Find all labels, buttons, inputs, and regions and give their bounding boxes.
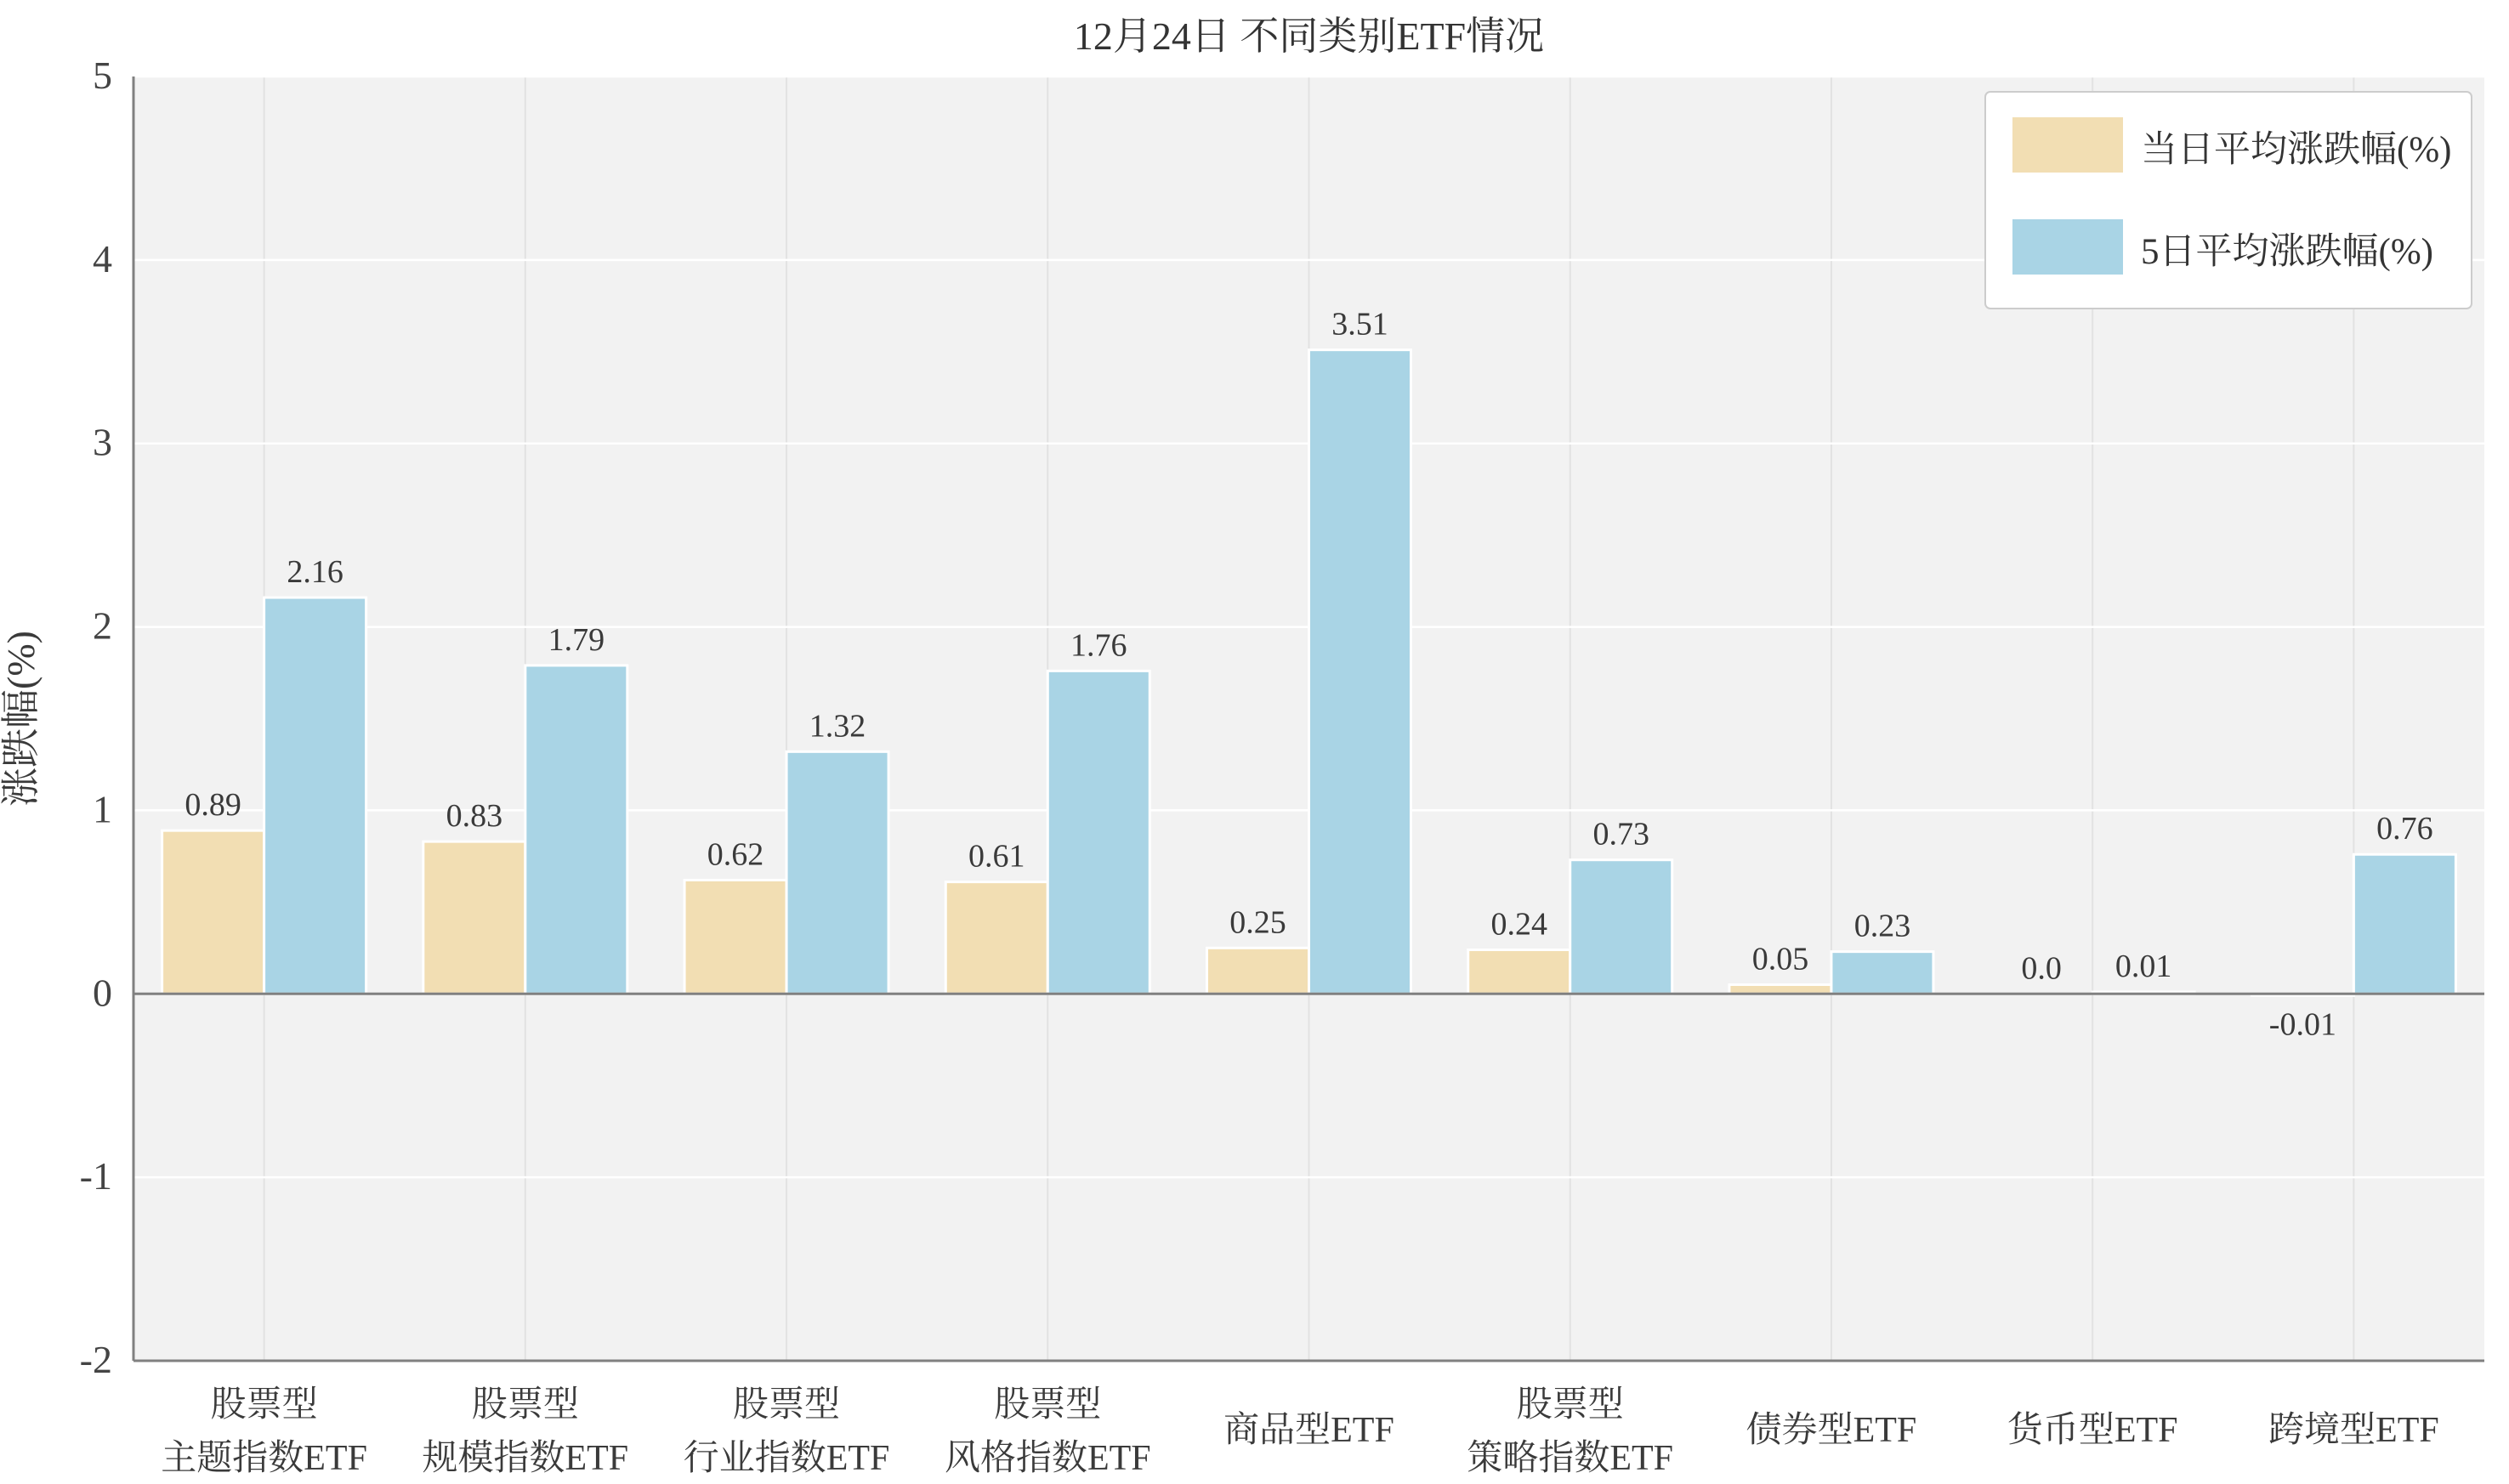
svg-text:0.73: 0.73: [1592, 817, 1649, 852]
svg-text:0.23: 0.23: [1854, 909, 1911, 944]
svg-text:股票型: 股票型: [733, 1385, 840, 1425]
svg-text:股票型: 股票型: [211, 1385, 318, 1425]
svg-text:4: 4: [93, 237, 112, 280]
svg-text:0.89: 0.89: [184, 787, 241, 823]
svg-text:3.51: 3.51: [1331, 307, 1388, 343]
svg-text:股票型: 股票型: [994, 1385, 1101, 1425]
svg-text:1.32: 1.32: [809, 708, 866, 744]
svg-text:0.0: 0.0: [2021, 950, 2062, 986]
svg-text:当日平均涨跌幅(%): 当日平均涨跌幅(%): [2141, 130, 2451, 170]
svg-text:3: 3: [93, 421, 112, 464]
svg-text:1: 1: [93, 787, 112, 830]
svg-text:0.61: 0.61: [968, 839, 1025, 875]
svg-text:股票型: 股票型: [1517, 1385, 1624, 1425]
svg-text:2.16: 2.16: [287, 554, 343, 590]
svg-text:商品型ETF: 商品型ETF: [1223, 1411, 1394, 1450]
svg-text:0.05: 0.05: [1752, 941, 1809, 977]
svg-text:-0.01: -0.01: [2269, 1006, 2336, 1042]
svg-text:行业指数ETF: 行业指数ETF: [684, 1439, 890, 1478]
svg-text:-2: -2: [80, 1338, 112, 1381]
svg-text:0.24: 0.24: [1490, 906, 1547, 942]
svg-text:0.25: 0.25: [1229, 904, 1286, 940]
svg-text:0.76: 0.76: [2376, 811, 2433, 847]
svg-text:0.83: 0.83: [446, 798, 503, 834]
svg-text:涨跌幅(%): 涨跌幅(%): [0, 631, 43, 807]
svg-text:策略指数ETF: 策略指数ETF: [1467, 1439, 1673, 1478]
svg-text:风格指数ETF: 风格指数ETF: [945, 1439, 1151, 1478]
svg-text:-1: -1: [80, 1154, 112, 1198]
svg-text:0.62: 0.62: [707, 836, 764, 872]
svg-text:1.79: 1.79: [548, 622, 605, 658]
svg-text:股票型: 股票型: [472, 1385, 579, 1425]
svg-text:2: 2: [93, 604, 112, 648]
svg-text:规模指数ETF: 规模指数ETF: [422, 1439, 628, 1478]
svg-text:跨境型ETF: 跨境型ETF: [2268, 1410, 2439, 1450]
svg-text:0: 0: [93, 971, 112, 1014]
svg-text:5日平均涨跌幅(%): 5日平均涨跌幅(%): [2141, 232, 2433, 272]
svg-text:12月24日 不同类别ETF情况: 12月24日 不同类别ETF情况: [1074, 14, 1544, 58]
svg-text:债券型ETF: 债券型ETF: [1746, 1411, 1917, 1450]
svg-text:主题指数ETF: 主题指数ETF: [161, 1439, 367, 1478]
svg-text:货币型ETF: 货币型ETF: [2007, 1411, 2178, 1450]
svg-text:0.01: 0.01: [2115, 949, 2172, 984]
svg-text:1.76: 1.76: [1070, 627, 1127, 663]
svg-text:5: 5: [93, 54, 112, 97]
